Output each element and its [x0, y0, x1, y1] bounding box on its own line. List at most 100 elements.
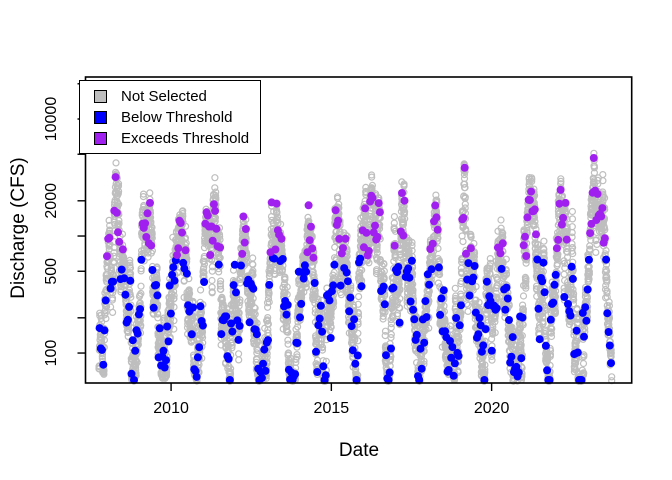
legend-label-below-threshold: Below Threshold — [121, 108, 233, 126]
sample-point — [160, 363, 169, 372]
legend-item-below-threshold: Below Threshold — [94, 109, 260, 126]
sample-point — [277, 234, 286, 243]
y-tick-label: 500 — [43, 258, 60, 285]
sample-point — [568, 274, 577, 283]
sample-point — [326, 334, 335, 342]
sample-point — [114, 228, 122, 237]
sample-point — [316, 301, 325, 310]
sample-point — [603, 309, 612, 318]
sample-point — [427, 265, 436, 274]
sample-point — [602, 255, 611, 264]
series-below-threshold — [95, 254, 615, 384]
sample-point — [291, 370, 300, 379]
sample-point — [348, 346, 357, 355]
sample-point — [335, 234, 344, 243]
sample-point — [211, 206, 220, 215]
legend-swatch-not-selected — [94, 89, 107, 103]
sample-point — [112, 208, 121, 217]
sample-point — [562, 235, 571, 244]
sample-point — [100, 326, 109, 335]
sample-point — [597, 212, 606, 221]
sample-point — [272, 199, 281, 208]
sample-point — [309, 253, 318, 262]
sample-point — [474, 330, 483, 339]
sample-point — [159, 346, 168, 355]
sample-point — [111, 173, 120, 182]
sample-point — [580, 332, 588, 341]
sample-point — [583, 285, 592, 294]
sample-point — [454, 351, 463, 360]
sample-point — [152, 281, 161, 289]
sample-point — [130, 376, 138, 384]
sample-point — [302, 267, 311, 276]
sample-point — [299, 274, 308, 283]
sample-point — [417, 364, 426, 373]
sample-point — [217, 330, 226, 339]
sample-point — [459, 213, 468, 222]
sample-point — [469, 273, 478, 282]
sample-point — [222, 312, 231, 321]
sample-point — [455, 321, 464, 330]
sample-point — [228, 327, 237, 336]
legend-item-not-selected: Not Selected — [94, 88, 260, 105]
sample-point — [444, 366, 453, 374]
sample-point — [470, 262, 479, 270]
sample-point — [283, 300, 292, 309]
sample-point — [550, 280, 559, 289]
x-tick-label: 2020 — [474, 400, 510, 417]
sample-point — [249, 284, 258, 293]
legend-label-exceeds-threshold: Exceeds Threshold — [121, 129, 250, 147]
sample-point — [364, 247, 373, 255]
sample-point — [399, 231, 408, 240]
axes: 2010 2015 2020 100 500 2000 10000 — [43, 76, 633, 417]
sample-point — [422, 313, 431, 322]
sample-point — [425, 280, 434, 289]
sample-point — [265, 280, 274, 289]
sample-point — [192, 372, 201, 381]
x-axis-title: Date — [338, 440, 380, 461]
sample-point — [260, 345, 269, 354]
sample-point — [420, 338, 429, 347]
sample-point — [106, 284, 115, 293]
sample-point — [431, 201, 440, 210]
sample-point — [98, 345, 106, 354]
sample-point — [312, 347, 320, 356]
sample-point — [123, 315, 132, 324]
sample-point — [229, 281, 238, 290]
sample-point — [252, 330, 261, 339]
sample-point — [174, 244, 183, 253]
sample-point — [398, 189, 406, 197]
sample-point — [487, 346, 496, 355]
sample-point — [604, 328, 613, 336]
sample-point — [120, 274, 129, 283]
sample-point — [415, 376, 424, 384]
sample-point — [146, 198, 154, 207]
sample-point — [584, 255, 593, 264]
sample-point — [259, 359, 268, 368]
sample-point — [538, 277, 547, 286]
sample-point — [318, 327, 327, 336]
x-tick-label: 2015 — [314, 400, 350, 417]
sample-point — [481, 325, 490, 334]
legend: Not Selected Below Threshold Exceeds Thr… — [79, 80, 261, 154]
sample-point — [352, 376, 361, 384]
sample-point — [567, 262, 576, 271]
sample-point — [193, 353, 202, 362]
sample-point — [143, 209, 152, 218]
sample-point — [127, 369, 136, 378]
sample-point — [133, 329, 142, 338]
sample-point — [357, 282, 366, 291]
sample-point — [390, 241, 399, 250]
y-axis-title: Discharge (CFS) — [8, 157, 29, 299]
sample-point — [310, 279, 319, 287]
sample-point — [557, 220, 566, 229]
x-tick-label: 2010 — [153, 400, 189, 417]
sample-point — [342, 268, 351, 277]
sample-point — [503, 294, 512, 303]
sample-point — [573, 348, 582, 357]
sample-point — [278, 255, 287, 263]
sample-point — [314, 321, 323, 330]
sample-point — [307, 222, 315, 231]
legend-swatch-below-threshold — [94, 110, 107, 124]
